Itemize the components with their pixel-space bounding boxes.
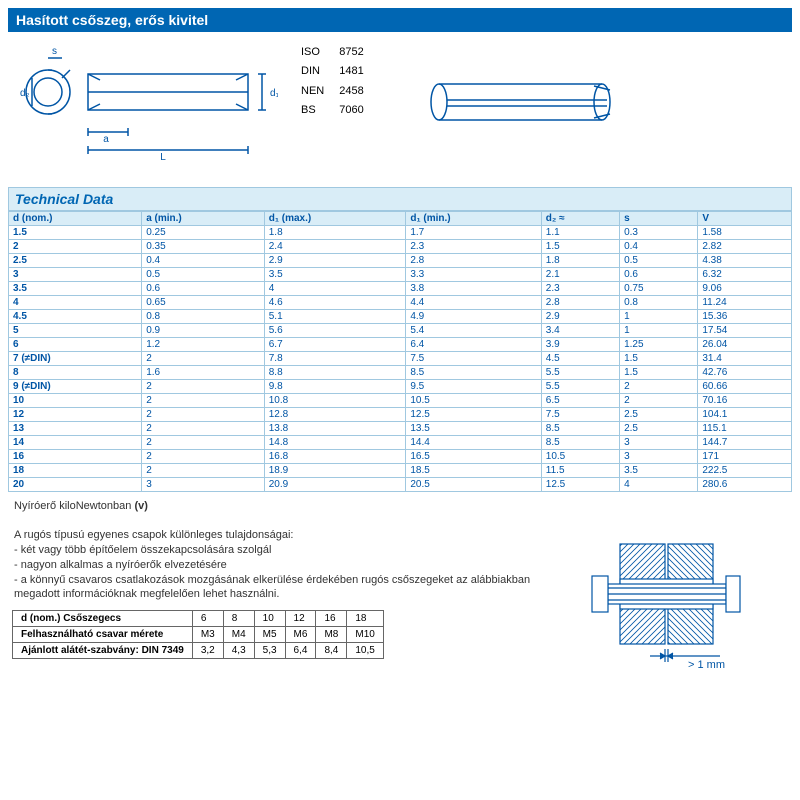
svg-text:L: L bbox=[160, 152, 166, 163]
table-row: 1.50.251.81.71.10.31.58 bbox=[9, 226, 792, 240]
table-header: d₂ ≈ bbox=[541, 212, 619, 226]
page-title: Hasított csőszeg, erős kivitel bbox=[8, 8, 792, 32]
table-row: 7 (≠DIN)27.87.54.51.531.4 bbox=[9, 352, 792, 366]
table-header: V bbox=[698, 212, 792, 226]
table-row: 30.53.53.32.10.66.32 bbox=[9, 268, 792, 282]
diagram-row: L a d₁ d₂ s ISO8752 DIN1481 NEN2458 BS70… bbox=[18, 42, 792, 172]
table-row: 20.352.42.31.50.42.82 bbox=[9, 240, 792, 254]
table-header: d (nom.) bbox=[9, 212, 142, 226]
table-row: 61.26.76.43.91.2526.04 bbox=[9, 338, 792, 352]
standards-table: ISO8752 DIN1481 NEN2458 BS7060 bbox=[298, 42, 367, 122]
svg-text:s: s bbox=[52, 46, 57, 57]
svg-text:> 1 mm: > 1 mm bbox=[688, 659, 725, 671]
svg-text:a: a bbox=[103, 134, 109, 145]
table-row: 18218.918.511.53.5222.5 bbox=[9, 464, 792, 478]
table-row: 10210.810.56.5270.16 bbox=[9, 394, 792, 408]
pin-technical-drawing: L a d₁ d₂ s bbox=[18, 42, 278, 172]
pin-iso-drawing bbox=[417, 62, 627, 142]
technical-data-header: Technical Data bbox=[8, 187, 792, 211]
table-row: 12212.812.57.52.5104.1 bbox=[9, 408, 792, 422]
assembly-drawing: > 1 mm bbox=[560, 534, 760, 684]
table-header: d₁ (max.) bbox=[264, 212, 406, 226]
technical-data-table: d (nom.)a (min.)d₁ (max.)d₁ (min.)d₂ ≈sV… bbox=[8, 211, 792, 492]
table-row: 81.68.88.55.51.542.76 bbox=[9, 366, 792, 380]
table-row: 50.95.65.43.4117.54 bbox=[9, 324, 792, 338]
table-header: a (min.) bbox=[142, 212, 265, 226]
table-row: 2.50.42.92.81.80.54.38 bbox=[9, 254, 792, 268]
table-row: 13213.813.58.52.5115.1 bbox=[9, 422, 792, 436]
table-row: 14214.814.48.53144.7 bbox=[9, 436, 792, 450]
table-row: 16216.816.510.53171 bbox=[9, 450, 792, 464]
shear-note: Nyíróerő kiloNewtonban (v) bbox=[14, 500, 792, 512]
table-row: 9 (≠DIN)29.89.55.5260.66 bbox=[9, 380, 792, 394]
screw-size-table: d (nom.) Csőszegecs 68 1012 1618 Felhasz… bbox=[12, 610, 384, 659]
table-row: 40.654.64.42.80.811.24 bbox=[9, 296, 792, 310]
svg-text:d₂: d₂ bbox=[20, 88, 30, 99]
features-block: A rugós típusú egyenes csapok különleges… bbox=[14, 528, 534, 602]
table-header: s bbox=[620, 212, 698, 226]
svg-text:d₁: d₁ bbox=[270, 88, 278, 99]
table-row: 20320.920.512.54280.6 bbox=[9, 478, 792, 492]
table-row: 4.50.85.14.92.9115.36 bbox=[9, 310, 792, 324]
table-row: 3.50.643.82.30.759.06 bbox=[9, 282, 792, 296]
table-header: d₁ (min.) bbox=[406, 212, 541, 226]
